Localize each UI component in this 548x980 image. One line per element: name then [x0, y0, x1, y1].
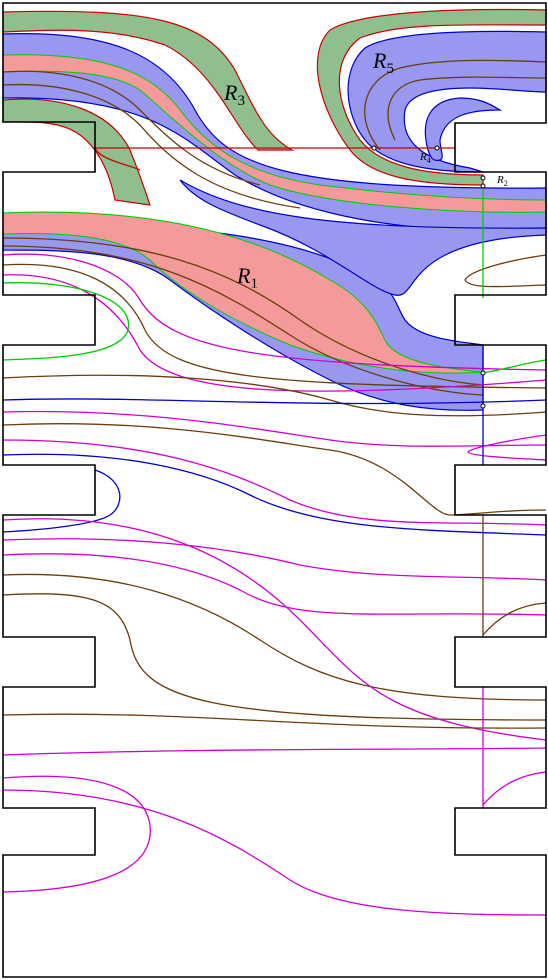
- point: [480, 370, 486, 376]
- contour: [2, 83, 301, 209]
- contour: [2, 538, 547, 581]
- cut-line: [94, 147, 141, 171]
- point: [480, 403, 486, 409]
- contour: [2, 374, 547, 417]
- contour: [2, 747, 547, 756]
- contour: [387, 76, 547, 141]
- point: [371, 145, 377, 151]
- contour: [2, 518, 547, 741]
- point: [480, 175, 486, 181]
- contour: [482, 359, 547, 374]
- contour: [2, 593, 547, 721]
- label-index: 5: [386, 61, 394, 77]
- contour: [482, 771, 547, 806]
- regions: [2, 8, 547, 411]
- contour: [364, 59, 547, 151]
- region-label: R1: [236, 263, 258, 292]
- contour: [2, 282, 130, 361]
- contour: [2, 713, 547, 729]
- label-letter: R: [419, 151, 427, 163]
- contour: [467, 434, 547, 461]
- contour: [2, 439, 547, 526]
- label-letter: R: [372, 48, 387, 73]
- region-label: R3: [223, 80, 245, 109]
- labels: R3 R5 R1 R4 R2: [223, 48, 508, 292]
- contour: [2, 469, 121, 533]
- label-letter: R: [236, 263, 251, 288]
- label-index: 4: [427, 156, 431, 165]
- contour: [2, 789, 547, 916]
- contour: [2, 245, 484, 396]
- point: [434, 145, 440, 151]
- region-green: [2, 10, 295, 151]
- region-blue: [424, 97, 503, 161]
- label-index: 2: [504, 179, 508, 188]
- contour: [2, 253, 547, 371]
- contour: [482, 602, 547, 636]
- contour: [2, 398, 547, 405]
- contour: [2, 70, 261, 186]
- contour: [2, 453, 547, 536]
- contour: [2, 410, 547, 447]
- contour: [2, 573, 547, 701]
- label-letter: R: [496, 174, 504, 186]
- label-index: 3: [237, 93, 245, 109]
- contour: [2, 423, 547, 516]
- contour: [2, 553, 547, 616]
- label-index: 1: [250, 276, 258, 292]
- contour: [2, 274, 547, 392]
- region-label: R2: [496, 174, 508, 188]
- point: [480, 183, 486, 189]
- label-letter: R: [223, 80, 238, 105]
- region-label: R4: [419, 151, 431, 165]
- contours: [2, 59, 547, 916]
- contour: [2, 237, 484, 386]
- region-blue: [179, 179, 547, 296]
- contour: [464, 254, 547, 288]
- contour: [2, 775, 151, 893]
- region-green: [2, 98, 151, 206]
- region-label: R5: [372, 48, 394, 77]
- points: [371, 145, 486, 409]
- contour: [2, 263, 547, 389]
